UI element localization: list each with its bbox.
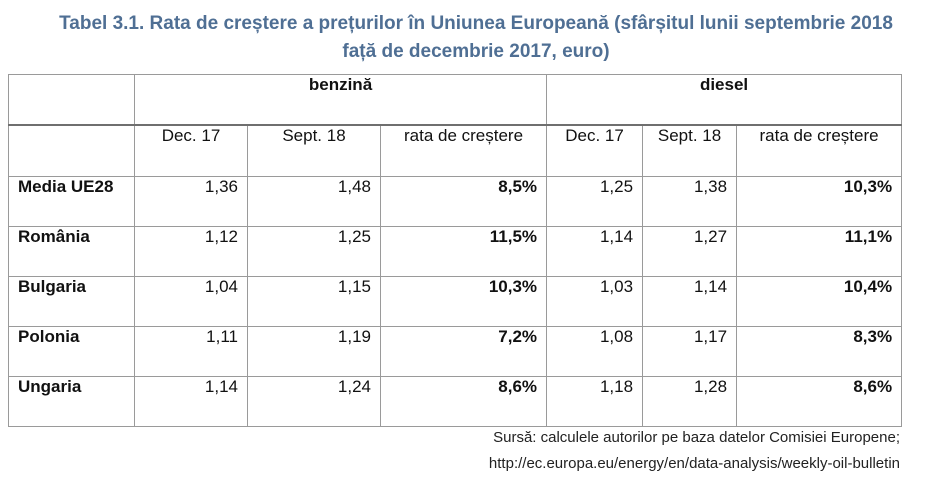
value-cell: 1,14: [134, 376, 248, 427]
subheader-row: Dec. 17 Sept. 18 rata de creștere Dec. 1…: [8, 124, 903, 177]
country-cell: Ungaria: [8, 376, 135, 427]
table-row: România 1,12 1,25 11,5% 1,14 1,27 11,1%: [8, 226, 903, 277]
rate-cell: 11,5%: [379, 226, 548, 277]
table-row: Ungaria 1,14 1,24 8,6% 1,18 1,28 8,6%: [8, 376, 903, 427]
value-cell: 1,12: [134, 226, 248, 277]
rate-cell: 8,6%: [736, 376, 903, 427]
subheader-empty-cell: [8, 124, 135, 177]
subheader-diesel-dec17: Dec. 17: [546, 124, 644, 177]
table-row: Bulgaria 1,04 1,15 10,3% 1,03 1,14 10,4%: [8, 276, 903, 327]
rate-cell: 8,5%: [379, 176, 548, 227]
group-header-row: benzină diesel: [8, 74, 903, 126]
country-cell: România: [8, 226, 135, 277]
country-cell: Media UE28: [8, 176, 135, 227]
subheader-benzina-sept18: Sept. 18: [247, 124, 381, 177]
table-row: Media UE28 1,36 1,48 8,5% 1,25 1,38 10,3…: [8, 176, 903, 227]
source-note: Sursă: calculele autorilor pe baza datel…: [489, 425, 900, 477]
value-cell: 1,27: [642, 226, 738, 277]
subheader-diesel-rate: rata de creștere: [736, 124, 903, 177]
price-growth-table: benzină diesel Dec. 17 Sept. 18 rata de …: [8, 74, 903, 427]
value-cell: 1,04: [134, 276, 248, 327]
title-line-2: față de decembrie 2017, euro): [342, 41, 610, 62]
value-cell: 1,25: [546, 176, 644, 227]
value-cell: 1,03: [546, 276, 644, 327]
country-cell: Bulgaria: [8, 276, 135, 327]
value-cell: 1,18: [546, 376, 644, 427]
subheader-benzina-dec17: Dec. 17: [134, 124, 248, 177]
title-line-1: Tabel 3.1. Rata de creștere a prețurilor…: [59, 13, 893, 34]
value-cell: 1,24: [247, 376, 381, 427]
table-row: Polonia 1,11 1,19 7,2% 1,08 1,17 8,3%: [8, 326, 903, 377]
corner-cell: [8, 74, 135, 126]
value-cell: 1,14: [642, 276, 738, 327]
value-cell: 1,15: [247, 276, 381, 327]
group-header-diesel: diesel: [546, 74, 903, 126]
value-cell: 1,28: [642, 376, 738, 427]
country-cell: Polonia: [8, 326, 135, 377]
subheader-diesel-sept18: Sept. 18: [642, 124, 738, 177]
group-header-benzina: benzină: [133, 74, 548, 126]
rate-cell: 8,6%: [379, 376, 548, 427]
rate-cell: 10,3%: [736, 176, 903, 227]
source-url: http://ec.europa.eu/energy/en/data-analy…: [488, 455, 900, 472]
value-cell: 1,14: [546, 226, 644, 277]
rate-cell: 7,2%: [379, 326, 548, 377]
rate-cell: 11,1%: [736, 226, 903, 277]
value-cell: 1,38: [642, 176, 738, 227]
value-cell: 1,11: [134, 326, 248, 377]
rate-cell: 8,3%: [736, 326, 903, 377]
value-cell: 1,08: [546, 326, 644, 377]
value-cell: 1,36: [134, 176, 248, 227]
subheader-benzina-rate: rata de creștere: [379, 124, 548, 177]
table-title: Tabel 3.1. Rata de creștere a prețurilor…: [0, 10, 952, 66]
rate-cell: 10,4%: [736, 276, 903, 327]
value-cell: 1,17: [642, 326, 738, 377]
value-cell: 1,19: [247, 326, 381, 377]
value-cell: 1,25: [247, 226, 381, 277]
rate-cell: 10,3%: [379, 276, 548, 327]
value-cell: 1,48: [247, 176, 381, 227]
source-line-1: Sursă: calculele autorilor pe baza datel…: [493, 429, 900, 446]
